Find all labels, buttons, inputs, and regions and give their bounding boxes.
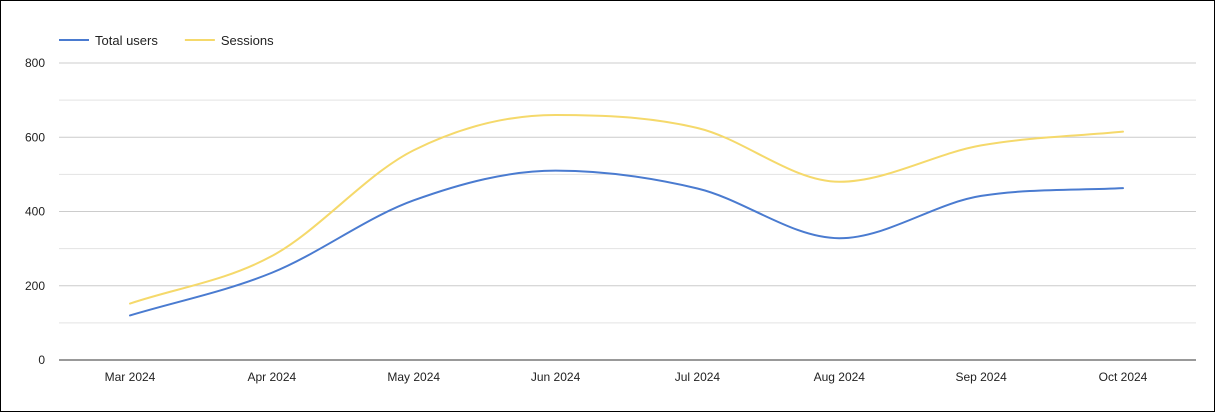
y-tick-label: 200 <box>25 279 45 293</box>
y-tick-label: 0 <box>38 353 45 367</box>
x-tick-label: Oct 2024 <box>1099 370 1148 384</box>
legend: Total users Sessions <box>59 33 274 48</box>
y-tick-label: 800 <box>25 56 45 70</box>
grid-layer <box>59 62 1196 324</box>
legend-label: Total users <box>95 33 158 48</box>
x-tick-label: Aug 2024 <box>814 370 866 384</box>
series-layer <box>129 113 1124 317</box>
legend-label: Sessions <box>221 33 274 48</box>
series-line-sessions <box>129 113 1124 305</box>
series-line-total-users <box>129 169 1124 317</box>
x-tick-label: Mar 2024 <box>105 370 156 384</box>
x-tick-label: Apr 2024 <box>248 370 297 384</box>
y-tick-label: 400 <box>25 205 45 219</box>
x-axis: Mar 2024 Apr 2024 May 2024 Jun 2024 Jul 2024… <box>59 359 1196 384</box>
y-axis: 0 200 400 600 800 <box>25 56 45 367</box>
x-tick-label: Jun 2024 <box>531 370 581 384</box>
legend-item-total-users[interactable]: Total users <box>59 33 158 48</box>
x-tick-label: Sep 2024 <box>955 370 1007 384</box>
y-tick-label: 600 <box>25 130 45 144</box>
x-tick-label: Jul 2024 <box>675 370 721 384</box>
x-tick-label: May 2024 <box>387 370 440 384</box>
legend-item-sessions[interactable]: Sessions <box>184 33 274 48</box>
